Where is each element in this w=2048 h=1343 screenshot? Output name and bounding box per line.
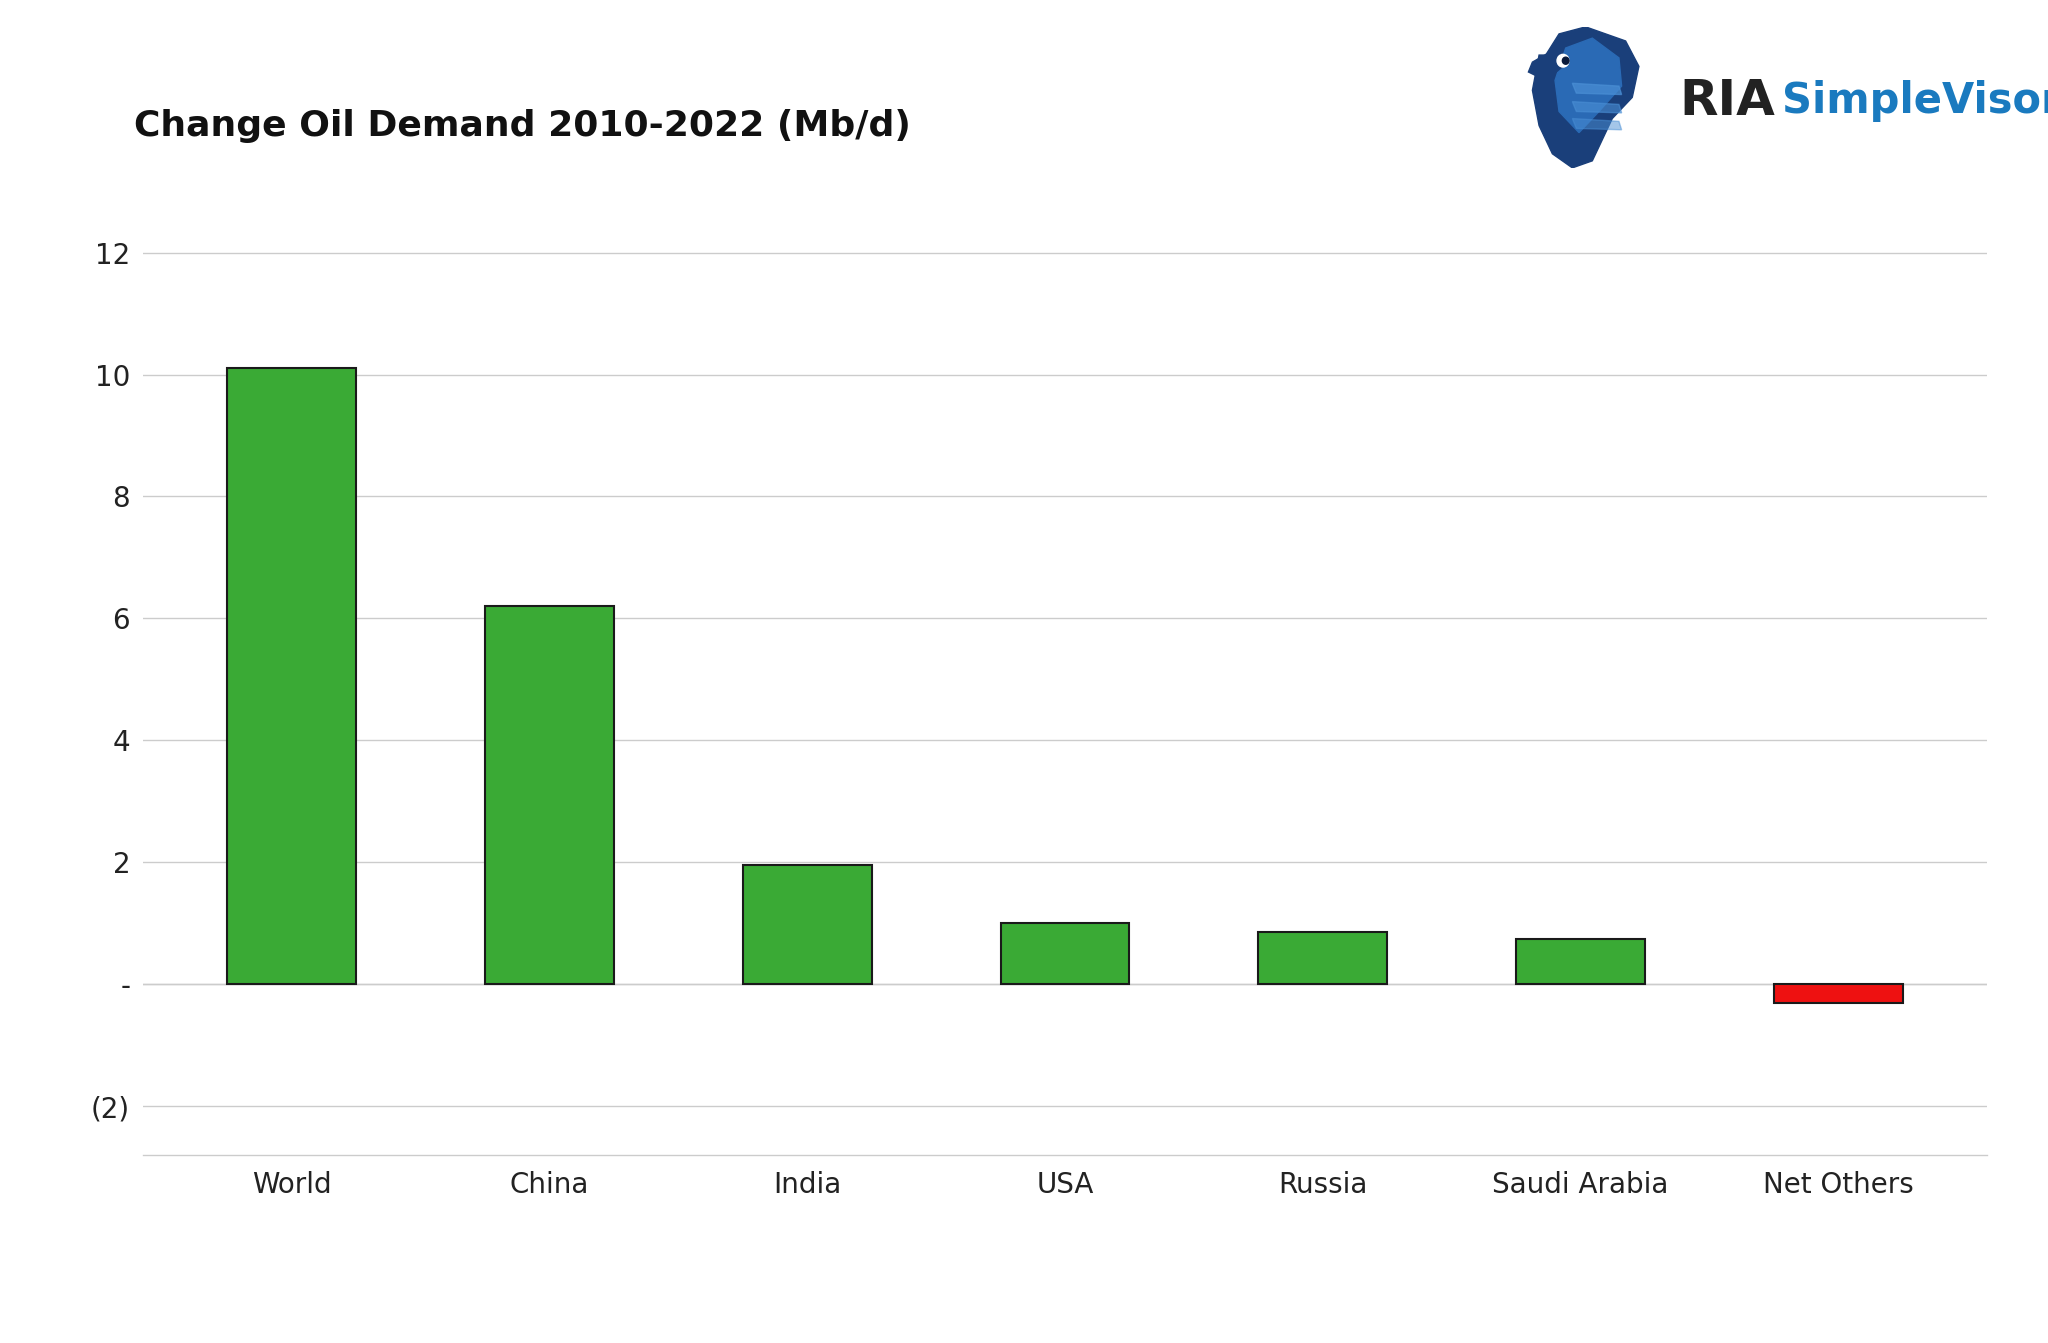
Circle shape [1556, 54, 1569, 67]
Bar [1516, 939, 1645, 984]
Text: Change Oil Demand 2010-2022 (Mb/d): Change Oil Demand 2010-2022 (Mb/d) [135, 109, 911, 144]
Polygon shape [1573, 83, 1622, 94]
Bar [1001, 923, 1128, 984]
Polygon shape [1573, 102, 1622, 113]
Text: RIA: RIA [1679, 77, 1776, 125]
Bar [1774, 984, 1903, 1003]
Polygon shape [1532, 27, 1638, 168]
Bar [1257, 932, 1386, 984]
Polygon shape [1554, 38, 1622, 133]
Bar [227, 368, 356, 984]
Text: SimpleVisor: SimpleVisor [1782, 79, 2048, 122]
Polygon shape [1528, 52, 1563, 81]
Bar [743, 865, 872, 984]
Polygon shape [1573, 118, 1622, 130]
Bar [485, 606, 614, 984]
Circle shape [1563, 58, 1569, 64]
